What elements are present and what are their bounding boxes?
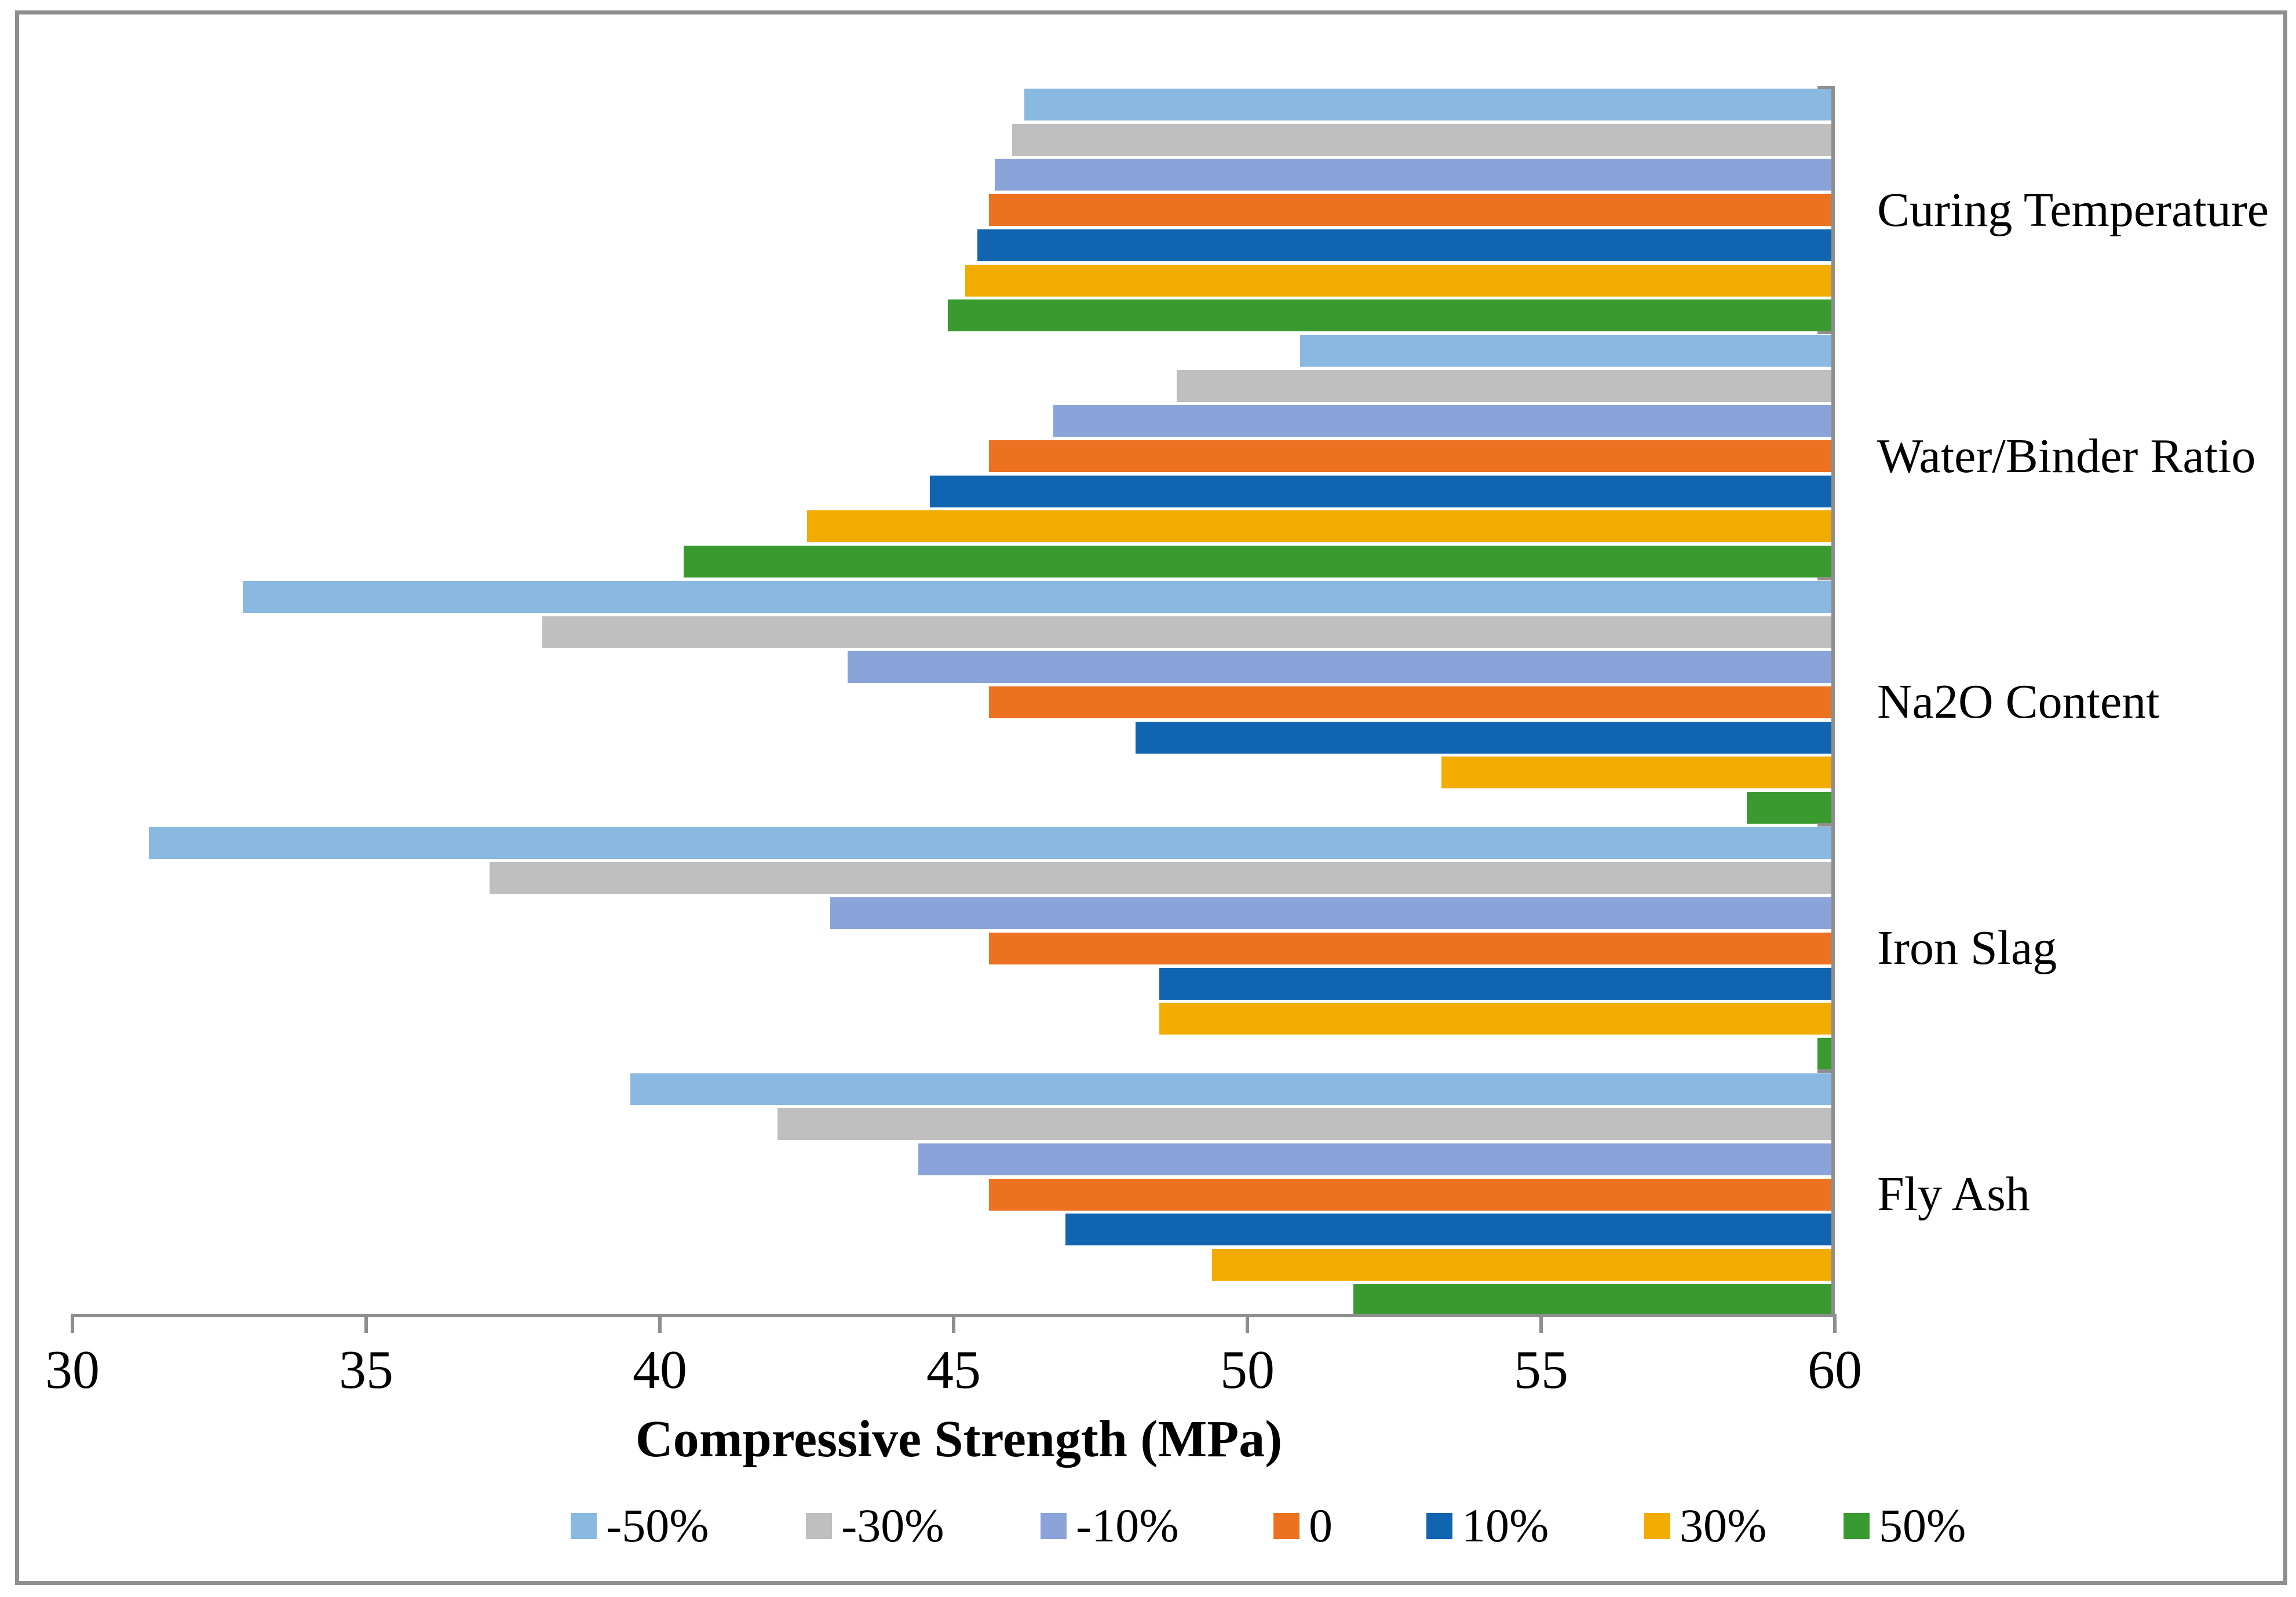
bar-water-binder-ratio-10pct <box>930 475 1833 507</box>
category-tick-1 <box>1817 331 1833 334</box>
bar-fly-ash-minus50pct <box>630 1073 1833 1105</box>
bar-iron-slag-minus30pct <box>489 862 1833 894</box>
legend-label: 10% <box>1462 1499 1549 1552</box>
legend-label: -50% <box>606 1499 709 1552</box>
x-tick-label-50: 50 <box>1220 1340 1275 1400</box>
x-tick-45 <box>952 1317 955 1333</box>
category-label-na2o-content: Na2O Content <box>1877 675 2160 729</box>
bar-na2o-content-minus50pct <box>243 580 1833 613</box>
bar-fly-ash-minus10pct <box>918 1143 1833 1175</box>
category-label-water-binder-ratio: Water/Binder Ratio <box>1877 429 2256 483</box>
bar-iron-slag-minus10pct <box>830 897 1833 930</box>
bar-curing-temperature-30pct <box>965 264 1833 297</box>
bar-na2o-content-30pct <box>1441 757 1833 789</box>
category-label-curing-temperature: Curing Temperature <box>1877 182 2269 237</box>
legend-item-30pct: 30% <box>1644 1502 1766 1550</box>
bar-water-binder-ratio-30pct <box>806 510 1833 543</box>
bar-iron-slag-10pct <box>1159 967 1833 1000</box>
x-tick-40 <box>658 1317 662 1333</box>
x-tick-60 <box>1833 1317 1837 1333</box>
bar-curing-temperature-minus30pct <box>1012 123 1833 156</box>
category-label-fly-ash: Fly Ash <box>1877 1167 2030 1222</box>
bar-fly-ash-0 <box>988 1178 1833 1211</box>
bar-water-binder-ratio-minus50pct <box>1300 334 1833 367</box>
legend-label: 30% <box>1680 1499 1767 1552</box>
x-tick-label-40: 40 <box>633 1340 687 1400</box>
category-tick-3 <box>1817 823 1833 827</box>
legend-label: -10% <box>1076 1499 1179 1552</box>
bar-na2o-content-minus30pct <box>542 616 1833 648</box>
bar-water-binder-ratio-minus30pct <box>1177 370 1833 402</box>
bar-iron-slag-30pct <box>1159 1003 1833 1035</box>
category-tick-4 <box>1817 1069 1833 1073</box>
x-tick-55 <box>1539 1317 1543 1333</box>
bar-curing-temperature-10pct <box>977 229 1833 261</box>
category-tick-0 <box>1817 86 1833 89</box>
bar-fly-ash-minus30pct <box>777 1108 1833 1141</box>
legend-label: 50% <box>1879 1499 1966 1552</box>
legend-swatch-icon <box>1644 1512 1670 1539</box>
bar-na2o-content-50pct <box>1746 792 1833 824</box>
x-tick-30 <box>71 1317 74 1333</box>
x-tick-label-60: 60 <box>1808 1340 1862 1400</box>
bar-curing-temperature-minus50pct <box>1024 89 1833 120</box>
category-label-iron-slag: Iron Slag <box>1877 921 2057 975</box>
legend-label: -30% <box>841 1499 944 1552</box>
x-tick-label-55: 55 <box>1514 1340 1568 1400</box>
legend-swatch-icon <box>1041 1512 1067 1539</box>
bar-iron-slag-50pct <box>1817 1037 1833 1070</box>
legend-item-0: 0 <box>1273 1502 1333 1550</box>
legend-item-minus10pct: -10% <box>1041 1502 1179 1550</box>
category-axis-line <box>1831 86 1835 1317</box>
x-axis-title: Compressive Strength (MPa) <box>635 1410 1283 1468</box>
x-axis-line <box>71 1314 1837 1317</box>
legend-label: 0 <box>1309 1499 1333 1552</box>
bar-na2o-content-minus10pct <box>848 651 1833 684</box>
x-tick-label-30: 30 <box>45 1340 100 1400</box>
legend-swatch-icon <box>1273 1512 1300 1539</box>
bar-curing-temperature-0 <box>988 194 1833 226</box>
category-tick-2 <box>1817 577 1833 580</box>
x-tick-35 <box>364 1317 368 1333</box>
bar-fly-ash-50pct <box>1353 1284 1833 1316</box>
legend-swatch-icon <box>806 1512 832 1539</box>
bar-iron-slag-minus50pct <box>148 827 1833 859</box>
bar-fly-ash-30pct <box>1212 1249 1833 1281</box>
bar-water-binder-ratio-50pct <box>683 546 1833 578</box>
legend-item-50pct: 50% <box>1844 1502 1966 1550</box>
bar-fly-ash-10pct <box>1065 1214 1833 1246</box>
x-tick-50 <box>1246 1317 1249 1333</box>
bar-water-binder-ratio-minus10pct <box>1053 405 1833 437</box>
bar-na2o-content-0 <box>988 686 1833 718</box>
legend-item-minus50pct: -50% <box>571 1502 709 1550</box>
bar-water-binder-ratio-0 <box>988 440 1833 472</box>
bar-curing-temperature-minus10pct <box>994 159 1833 191</box>
figure-border <box>15 10 2287 1585</box>
bar-iron-slag-0 <box>988 932 1833 964</box>
legend-swatch-icon <box>1426 1512 1452 1539</box>
bar-curing-temperature-50pct <box>947 299 1833 332</box>
legend-swatch-icon <box>1844 1512 1870 1539</box>
legend: -50% -30% -10% 0 10% 30% 50% <box>0 1502 2296 1550</box>
x-tick-label-45: 45 <box>926 1340 981 1400</box>
legend-swatch-icon <box>571 1512 597 1539</box>
x-tick-label-35: 35 <box>339 1340 393 1400</box>
legend-item-10pct: 10% <box>1426 1502 1549 1550</box>
bar-na2o-content-10pct <box>1136 721 1833 754</box>
legend-item-minus30pct: -30% <box>806 1502 944 1550</box>
